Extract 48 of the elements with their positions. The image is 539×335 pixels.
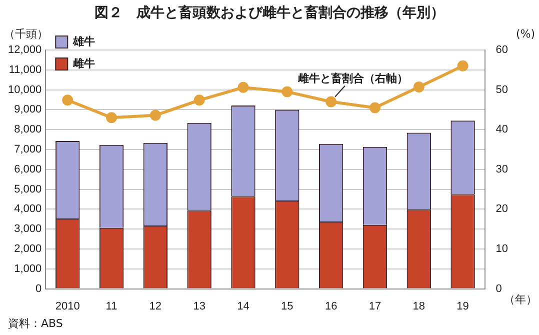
y2-tick-label: 20 bbox=[496, 203, 508, 216]
point bbox=[413, 82, 424, 93]
x-tick-label: 19 bbox=[456, 300, 469, 312]
point bbox=[62, 94, 74, 106]
y-tick-label: 0 bbox=[36, 282, 42, 295]
x-tick-label: 17 bbox=[368, 300, 382, 312]
y-tick-label: 3,000 bbox=[14, 223, 42, 236]
x-tick-label: 18 bbox=[412, 300, 426, 312]
x-tick-label: 11 bbox=[106, 300, 118, 312]
point bbox=[326, 96, 337, 108]
y-tick-label: 7,000 bbox=[14, 144, 42, 156]
y2-tick-label: 30 bbox=[496, 163, 508, 176]
legend-label: 雌牛 bbox=[72, 57, 96, 70]
point bbox=[238, 82, 249, 93]
y2-tick-label: 50 bbox=[496, 84, 508, 96]
text: 資料：ABS bbox=[7, 316, 64, 332]
point bbox=[457, 60, 468, 72]
y-tick-label: 11,000 bbox=[8, 64, 42, 76]
y-axis-title: （千頭） bbox=[4, 27, 48, 40]
y-tick-label: 2,000 bbox=[14, 243, 42, 256]
x-axis-title: （年） bbox=[504, 293, 537, 306]
y-tick-label: 10,000 bbox=[8, 84, 42, 96]
y-tick-label: 8,000 bbox=[14, 124, 42, 136]
x-tick-label: 12 bbox=[149, 300, 162, 312]
point bbox=[282, 86, 293, 98]
y-tick-label: 9,000 bbox=[14, 104, 42, 116]
x-tick-label: 2010 bbox=[55, 300, 80, 312]
y-tick-label: 12,000 bbox=[8, 44, 42, 56]
y2-tick-label: 0 bbox=[496, 282, 502, 295]
y2-tick-label: 60 bbox=[496, 44, 508, 56]
x-tick-label: 13 bbox=[193, 300, 206, 312]
legend-label: 雄牛 bbox=[72, 35, 96, 48]
x-tick-label: 16 bbox=[324, 300, 338, 312]
y-tick-label: 1,000 bbox=[14, 262, 42, 275]
point bbox=[194, 94, 205, 106]
y2-axis-title: (%) bbox=[516, 27, 535, 40]
y-tick-label: 6,000 bbox=[14, 163, 42, 176]
y-tick-label: 5,000 bbox=[14, 183, 42, 196]
x-tick-label: 15 bbox=[281, 300, 294, 312]
point bbox=[106, 112, 118, 124]
y-tick-label: 4,000 bbox=[14, 203, 42, 216]
point bbox=[150, 110, 161, 121]
y2-tick-label: 10 bbox=[496, 243, 508, 256]
point bbox=[369, 102, 380, 114]
chart-title: 図２ 成牛と畜頭数および雌牛と畜割合の推移（年別） bbox=[94, 4, 446, 23]
x-tick-label: 14 bbox=[237, 300, 250, 312]
y2-tick-label: 40 bbox=[496, 124, 508, 136]
series-label: 雌牛と畜割合（右軸） bbox=[297, 72, 408, 86]
